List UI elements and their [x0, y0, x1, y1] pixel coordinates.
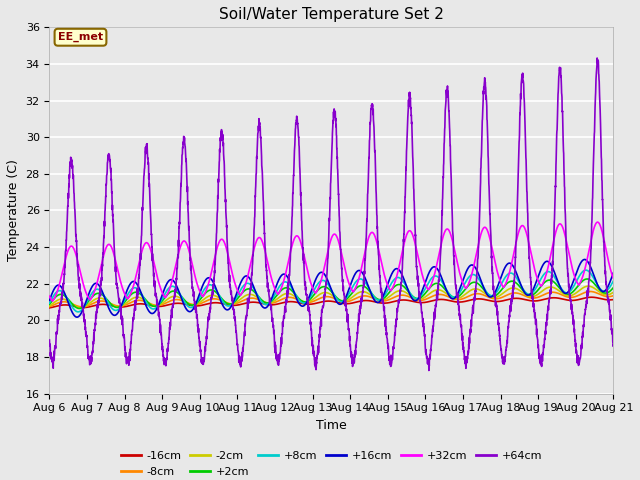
Title: Soil/Water Temperature Set 2: Soil/Water Temperature Set 2: [219, 7, 444, 22]
Legend: -16cm, -8cm, -2cm, +2cm, +8cm, +16cm, +32cm, +64cm: -16cm, -8cm, -2cm, +2cm, +8cm, +16cm, +3…: [116, 447, 547, 480]
X-axis label: Time: Time: [316, 419, 347, 432]
Y-axis label: Temperature (C): Temperature (C): [7, 159, 20, 262]
Text: EE_met: EE_met: [58, 32, 103, 42]
